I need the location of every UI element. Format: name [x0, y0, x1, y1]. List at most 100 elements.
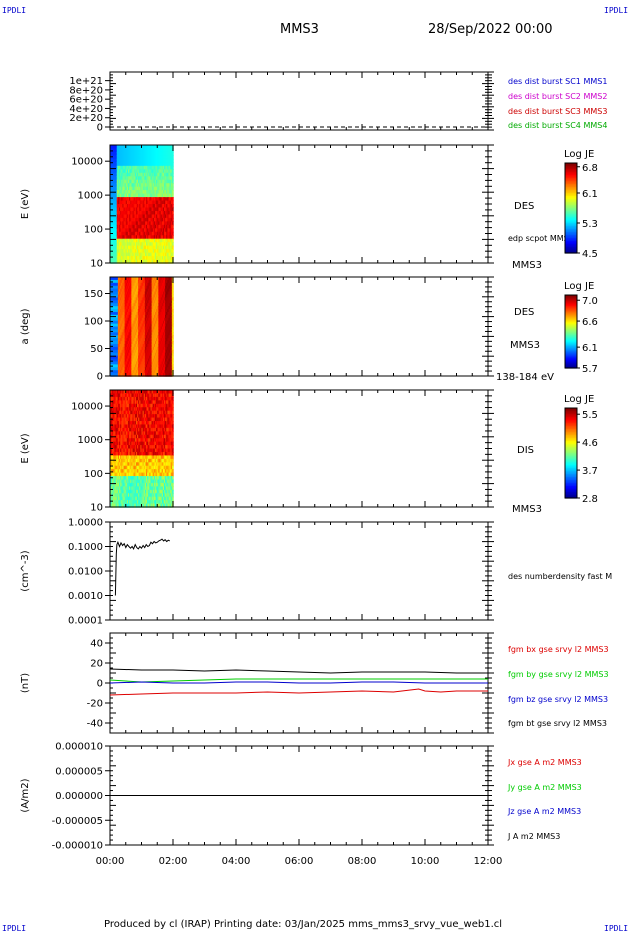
heatmap-cell: [116, 338, 119, 342]
heatmap-cell: [112, 245, 115, 250]
heatmap-cell: [151, 197, 154, 202]
heatmap-cell: [142, 364, 145, 368]
heatmap-cell: [124, 183, 127, 188]
heatmap-cell: [152, 183, 155, 188]
heatmap-cell: [146, 288, 148, 293]
heatmap-cell: [123, 410, 126, 415]
heatmap-cell: [160, 162, 163, 167]
heatmap-cell: [110, 183, 112, 188]
heatmap-cell: [126, 224, 129, 229]
heatmap-cell: [135, 300, 138, 304]
heatmap-cell: [120, 427, 122, 432]
heatmap-cell: [114, 438, 117, 443]
heatmap-cell: [131, 341, 134, 345]
heatmap-cell: [169, 193, 172, 198]
heatmap-cell: [117, 332, 120, 336]
heatmap-cell: [147, 311, 149, 316]
heatmap-cell: [129, 472, 131, 477]
heatmap-cell: [132, 186, 135, 191]
heatmap-cell: [115, 462, 118, 467]
heatmap-cell: [140, 148, 143, 153]
colorbar-swatch: [565, 227, 577, 230]
heatmap-cell: [126, 493, 129, 498]
heatmap-cell: [111, 204, 113, 209]
heatmap-cell: [171, 165, 174, 170]
heatmap-cell: [144, 162, 147, 167]
heatmap-cell: [155, 207, 157, 212]
heatmap-cell: [162, 338, 165, 342]
heatmap-cell: [165, 176, 167, 181]
heatmap-cell: [148, 288, 151, 293]
heatmap-cell: [129, 393, 131, 398]
heatmap-cell: [113, 407, 116, 412]
heatmap-cell: [166, 373, 169, 377]
heatmap-cell: [119, 186, 121, 191]
heatmap-cell: [113, 285, 116, 290]
heatmap-cell: [125, 445, 128, 450]
heatmap-cell: [151, 332, 154, 336]
heatmap-cell: [146, 317, 148, 322]
heatmap-cell: [131, 224, 134, 229]
heatmap-cell: [134, 256, 137, 261]
heatmap-cell: [147, 151, 149, 157]
heatmap-cell: [124, 158, 127, 164]
heatmap-cell: [113, 352, 116, 357]
heatmap-cell: [143, 224, 146, 229]
colorbar-swatch: [565, 215, 577, 218]
heatmap-cell: [116, 259, 119, 264]
heatmap-cell: [120, 326, 122, 331]
heatmap-cell: [156, 291, 158, 296]
heatmap-cell: [153, 249, 156, 254]
heatmap-cell: [122, 207, 125, 212]
heatmap-cell: [140, 162, 143, 167]
heatmap-cell: [169, 367, 172, 371]
heatmap-cell: [134, 309, 137, 313]
heatmap-cell: [137, 285, 139, 290]
heatmap-cell: [166, 297, 169, 301]
heatmap-cell: [125, 417, 128, 422]
heatmap-cell: [167, 176, 170, 181]
heatmap-cell: [159, 288, 162, 293]
heatmap-cell: [168, 193, 171, 198]
heatmap-cell: [117, 472, 120, 477]
heatmap-cell: [119, 400, 121, 405]
heatmap-cell: [141, 335, 144, 339]
heatmap-cell: [113, 373, 116, 377]
heatmap-cell: [116, 420, 119, 426]
heatmap-cell: [123, 259, 126, 264]
heatmap-cell: [128, 228, 130, 233]
heatmap-cell: [114, 496, 117, 501]
heatmap-cell: [143, 176, 146, 181]
heatmap-cell: [135, 228, 138, 233]
heatmap-cell: [155, 256, 157, 261]
heatmap-cell: [171, 355, 174, 360]
heatmap-cell: [169, 352, 172, 357]
heatmap-cell: [122, 445, 125, 450]
heatmap-cell: [151, 349, 154, 354]
heatmap-cell: [132, 207, 135, 212]
heatmap-cell: [165, 151, 167, 157]
heatmap-cell: [114, 465, 117, 470]
heatmap-cell: [115, 396, 118, 402]
heatmap-cell: [135, 176, 138, 181]
heatmap-cell: [126, 291, 129, 296]
heatmap-cell: [160, 355, 163, 360]
heatmap-cell: [124, 396, 127, 402]
heatmap-cell: [149, 249, 152, 254]
heatmap-cell: [169, 186, 172, 191]
heatmap-cell: [117, 245, 120, 250]
heatmap-cell: [143, 309, 146, 313]
heatmap-cell: [165, 256, 167, 261]
heatmap-cell: [132, 341, 135, 345]
heatmap-cell: [132, 373, 135, 377]
heatmap-cell: [113, 317, 116, 322]
heatmap-cell: [110, 441, 112, 446]
heatmap-cell: [116, 355, 119, 360]
colorbar-swatch: [565, 199, 577, 202]
heatmap-cell: [166, 355, 169, 360]
heatmap-cell: [110, 214, 112, 219]
heatmap-cell: [112, 332, 115, 336]
heatmap-cell: [169, 329, 172, 334]
heatmap-cell: [131, 158, 134, 164]
heatmap-cell: [126, 238, 129, 243]
